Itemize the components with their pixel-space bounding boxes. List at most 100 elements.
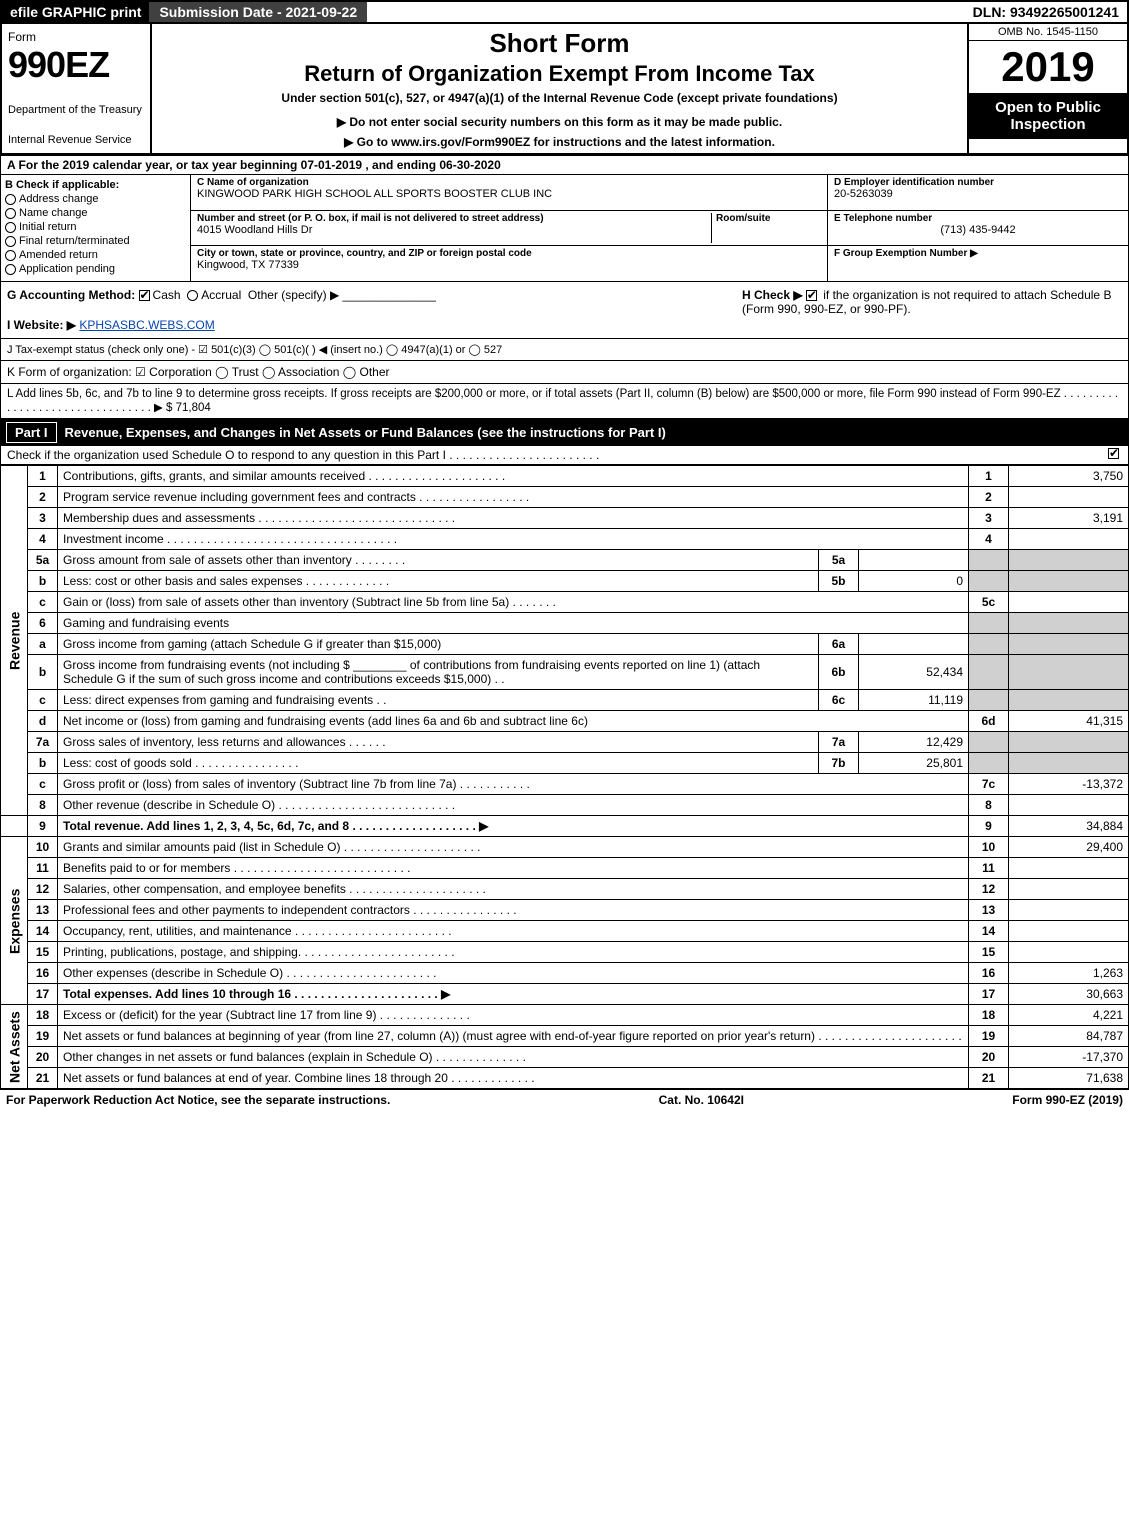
line-6c-desc: Less: direct expenses from gaming and fu… [58,690,819,711]
line-7a-innum: 7a [819,732,859,753]
row-l: L Add lines 5b, 6c, and 7b to line 9 to … [0,384,1129,419]
line-19-num: 19 [28,1026,58,1047]
line-20-desc: Other changes in net assets or fund bala… [58,1047,969,1068]
line-7c-value: -13,372 [1009,774,1129,795]
line-6b-vgrey [1009,655,1129,690]
city-value: Kingwood, TX 77339 [197,259,821,271]
line-4-rnum: 4 [969,529,1009,550]
accrual-label: Accrual [201,288,241,302]
line-5b-vgrey [1009,571,1129,592]
line-17-num: 17 [28,984,58,1005]
line-1-num: 1 [28,466,58,487]
efile-print-label[interactable]: efile GRAPHIC print [2,2,149,22]
form-word: Form [8,30,144,44]
short-form-title: Short Form [156,28,963,59]
line-20-num: 20 [28,1047,58,1068]
street-cell: Number and street (or P. O. box, if mail… [191,211,828,247]
line-19-value: 84,787 [1009,1026,1129,1047]
col-b-checks: B Check if applicable: Address change Na… [1,175,191,281]
line-7b-inval: 25,801 [859,753,969,774]
line-5c-value [1009,592,1129,613]
line-21-num: 21 [28,1068,58,1089]
top-bar: efile GRAPHIC print Submission Date - 20… [0,0,1129,24]
part-i-header: Part I Revenue, Expenses, and Changes in… [0,419,1129,446]
line-9-value: 34,884 [1009,816,1129,837]
check-application-pending[interactable]: Application pending [5,263,186,275]
line-11-value [1009,858,1129,879]
line-13-desc: Professional fees and other payments to … [58,900,969,921]
line-18-value: 4,221 [1009,1005,1129,1026]
line-14-value [1009,921,1129,942]
line-18-desc: Excess or (deficit) for the year (Subtra… [58,1005,969,1026]
line-14-rnum: 14 [969,921,1009,942]
check-address-label: Address change [19,193,99,205]
line-6b-rgrey [969,655,1009,690]
return-title: Return of Organization Exempt From Incom… [156,61,963,87]
check-name-change[interactable]: Name change [5,207,186,219]
line-14-num: 14 [28,921,58,942]
line-15-rnum: 15 [969,942,1009,963]
line-7a-inval: 12,429 [859,732,969,753]
line-17-desc: Total expenses. Add lines 10 through 16 … [58,984,969,1005]
line-6a-num: a [28,634,58,655]
phone-cell: E Telephone number (713) 435-9442 [828,211,1128,247]
room-label: Room/suite [716,213,821,224]
line-17-value: 30,663 [1009,984,1129,1005]
line-21-value: 71,638 [1009,1068,1129,1089]
line-8-value [1009,795,1129,816]
line-2-value [1009,487,1129,508]
line-5a-innum: 5a [819,550,859,571]
e-label: E Telephone number [834,213,1122,224]
line-7c-desc: Gross profit or (loss) from sales of inv… [58,774,969,795]
line-7a-vgrey [1009,732,1129,753]
col-def: D Employer identification number 20-5263… [828,175,1128,281]
line-13-num: 13 [28,900,58,921]
ein-value: 20-5263039 [834,188,1122,200]
line-6c-vgrey [1009,690,1129,711]
line-6b-desc1: Gross income from fundraising events (no… [63,658,350,672]
line-6c-inval: 11,119 [859,690,969,711]
line-5a-rgrey [969,550,1009,571]
form-header: Form 990EZ Department of the Treasury In… [0,24,1129,155]
goto-link[interactable]: ▶ Go to www.irs.gov/Form990EZ for instru… [156,135,963,149]
line-11-num: 11 [28,858,58,879]
irs-label: Internal Revenue Service [8,134,144,146]
line-5c-num: c [28,592,58,613]
line-7c-num: c [28,774,58,795]
line-7b-desc: Less: cost of goods sold . . . . . . . .… [58,753,819,774]
check-address-change[interactable]: Address change [5,193,186,205]
line-12-value [1009,879,1129,900]
line-5b-innum: 5b [819,571,859,592]
line-4-num: 4 [28,529,58,550]
line-12-desc: Salaries, other compensation, and employ… [58,879,969,900]
line-8-desc: Other revenue (describe in Schedule O) .… [58,795,969,816]
accounting-accrual-radio[interactable] [187,290,198,301]
line-6c-num: c [28,690,58,711]
check-final-label: Final return/terminated [19,235,130,247]
line-6a-desc: Gross income from gaming (attach Schedul… [58,634,819,655]
i-label: I Website: ▶ [7,318,76,332]
footer-left: For Paperwork Reduction Act Notice, see … [6,1093,390,1107]
line-7a-num: 7a [28,732,58,753]
street-value: 4015 Woodland Hills Dr [197,224,711,236]
line-20-value: -17,370 [1009,1047,1129,1068]
org-name-cell: C Name of organization KINGWOOD PARK HIG… [191,175,828,211]
schedule-o-checkbox[interactable] [1108,448,1119,459]
line-18-rnum: 18 [969,1005,1009,1026]
line-1-rnum: 1 [969,466,1009,487]
line-6c-rgrey [969,690,1009,711]
check-amended-return[interactable]: Amended return [5,249,186,261]
line-7b-vgrey [1009,753,1129,774]
accounting-cash-checkbox[interactable] [139,290,150,301]
line-6d-rnum: 6d [969,711,1009,732]
line-9-desc: Total revenue. Add lines 1, 2, 3, 4, 5c,… [58,816,969,837]
h-checkbox[interactable] [806,290,817,301]
part-i-check-o: Check if the organization used Schedule … [0,446,1129,465]
expenses-side-label: Expenses [1,837,28,1005]
page-footer: For Paperwork Reduction Act Notice, see … [0,1089,1129,1110]
omb-number: OMB No. 1545-1150 [969,24,1127,41]
line-9-desc-text: Total revenue. Add lines 1, 2, 3, 4, 5c,… [63,819,488,833]
website-link[interactable]: KPHSASBC.WEBS.COM [79,318,214,332]
check-initial-return[interactable]: Initial return [5,221,186,233]
check-final-return[interactable]: Final return/terminated [5,235,186,247]
